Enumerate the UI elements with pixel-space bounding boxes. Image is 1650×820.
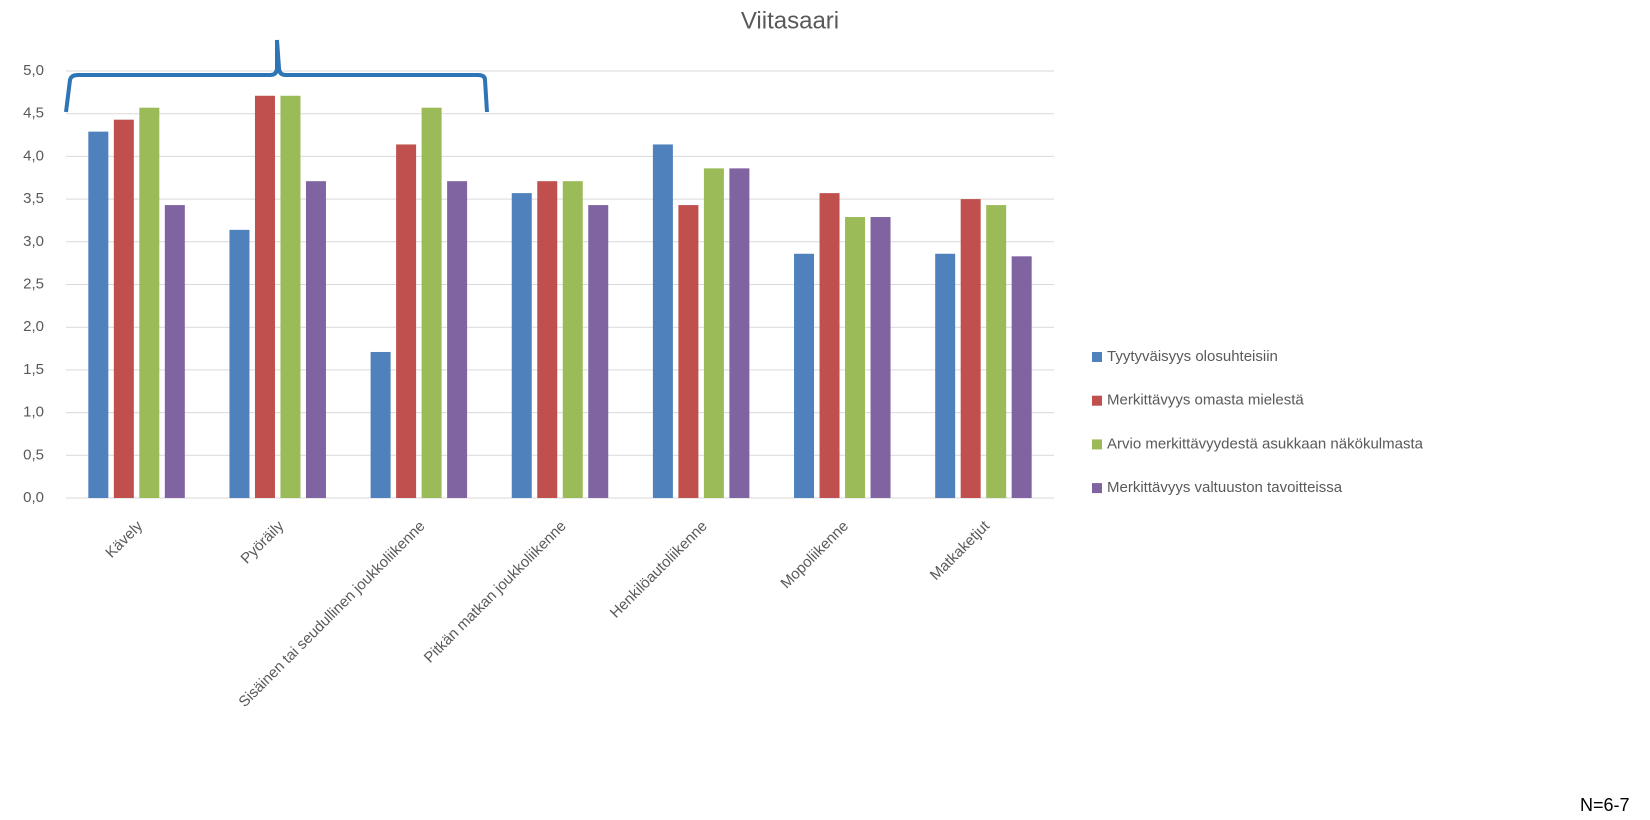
bar [113, 119, 134, 498]
legend-swatch [1092, 483, 1102, 494]
bar [511, 193, 532, 498]
legend-label: Arvio merkittävyydestä asukkaan näkökulm… [1107, 435, 1424, 452]
bar [562, 181, 583, 498]
y-tick-label: 2,5 [23, 275, 44, 292]
bar [280, 95, 301, 499]
bar [139, 107, 160, 499]
x-tick-label: Matkaketjut [927, 517, 994, 584]
bar [537, 181, 558, 498]
bar [588, 205, 609, 498]
bar [164, 205, 185, 498]
bar [652, 144, 673, 498]
x-tick-label: Pyöräily [238, 517, 288, 567]
bar [88, 131, 109, 498]
y-tick-label: 0,5 [23, 446, 44, 463]
x-tick-label: Pitkän matkan joukkoliikenne [421, 518, 570, 667]
legend-label: Merkittävyys omasta mielestä [1107, 392, 1304, 409]
y-tick-label: 2,0 [23, 318, 44, 335]
bar [819, 193, 840, 498]
x-tick-label: Henkilöautoliikenne [607, 518, 711, 622]
y-tick-label: 1,5 [23, 361, 44, 378]
bar [447, 181, 468, 498]
bar [960, 199, 981, 498]
y-tick-label: 5,0 [23, 62, 44, 79]
bar [729, 168, 750, 498]
bar [229, 229, 250, 498]
bar [935, 253, 956, 498]
brace-annotation [64, 39, 489, 113]
plot: 0,0 0,5 1,0 1,5 2,0 2,5 3,0 3,5 4,0 4,5 5,0 Kävely P… [23, 62, 1423, 711]
bar [370, 351, 391, 498]
bar [421, 107, 442, 499]
legend-swatch [1092, 352, 1102, 362]
x-tick-label: Kävely [102, 517, 146, 561]
y-tick-label: 4,0 [23, 147, 44, 164]
x-tick-label: Mopoliikenne [777, 518, 852, 593]
note: N=6-7 [1580, 795, 1630, 815]
bar [1011, 256, 1032, 498]
y-tick-label: 1,0 [23, 404, 44, 421]
bar [305, 181, 326, 498]
legend-swatch [1092, 439, 1102, 450]
y-tick-label: 3,0 [23, 233, 44, 250]
bar [396, 144, 417, 498]
bar [794, 253, 815, 498]
legend-swatch [1092, 395, 1102, 406]
bar [870, 217, 891, 498]
bar [254, 95, 275, 499]
y-tick-label: 4,5 [23, 105, 44, 122]
bar [703, 168, 724, 498]
bar [678, 205, 699, 498]
chart-title: Viitasaari [741, 7, 839, 34]
bar [845, 217, 866, 498]
y-tick-label: 3,5 [23, 190, 44, 207]
legend-label: Merkittävyys valtuuston tavoitteissa [1107, 479, 1343, 496]
y-tick-label: 0,0 [23, 489, 44, 506]
bar [986, 205, 1007, 498]
legend-label: Tyytyväisyys olosuhteisiin [1107, 348, 1278, 365]
